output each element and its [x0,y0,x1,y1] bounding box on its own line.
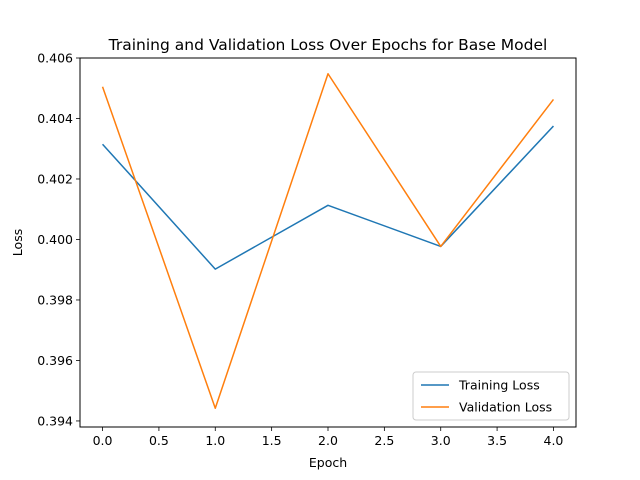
plot-area [80,58,576,427]
series-line-validation-loss [101,72,555,409]
chart-title: Training and Validation Loss Over Epochs… [108,36,548,54]
x-tick-label: 0.5 [149,433,169,448]
x-tick-label: 3.5 [487,433,507,448]
y-tick-label: 0.404 [37,111,73,126]
x-tick-label: 4.0 [544,433,564,448]
y-tick-label: 0.396 [37,353,73,368]
legend-box [412,371,570,421]
y-tick-label: 0.394 [37,413,73,428]
x-tick-label: 3.0 [431,433,451,448]
x-tick-label: 2.5 [374,433,394,448]
y-axis-ticks: 0.394 0.396 0.398 0.400 0.402 0.404 0.406 [37,51,80,428]
y-tick-label: 0.406 [37,51,73,66]
x-tick-label: 2.0 [318,433,338,448]
plot-frame [79,57,577,428]
x-tick-label: 0.0 [93,433,113,448]
series-line-training-loss [101,125,555,270]
x-axis-ticks: 0.0 0.5 1.0 1.5 2.0 2.5 3.0 3.5 4.0 [93,427,564,448]
legend-label-validation-loss: Validation Loss [459,400,552,415]
y-tick-label: 0.398 [37,292,73,307]
x-axis-label: Epoch [309,455,347,470]
y-axis-label: Loss [10,229,25,256]
series-layer [101,72,555,409]
x-tick-label: 1.5 [262,433,282,448]
x-tick-label: 1.0 [205,433,225,448]
y-tick-label: 0.402 [37,171,73,186]
y-tick-label: 0.400 [37,232,73,247]
legend: Training Loss Validation Loss [412,371,570,421]
legend-label-training-loss: Training Loss [458,378,540,393]
